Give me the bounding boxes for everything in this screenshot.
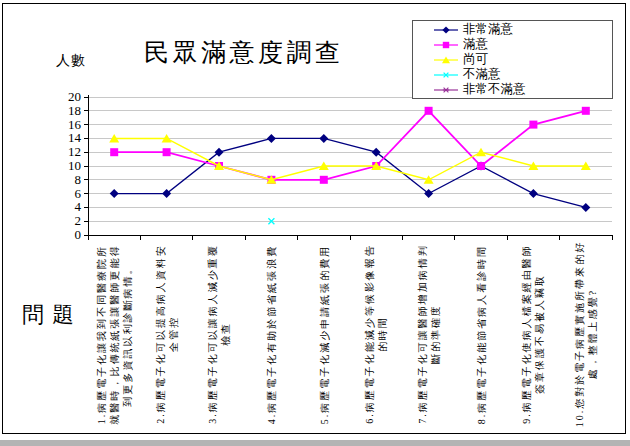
legend-marker-triangle: [434, 54, 458, 66]
legend-item-3: 不滿意: [434, 67, 612, 82]
legend: 非常滿意滿意尚可不滿意非常不滿意: [412, 20, 613, 99]
y-tick-label: 14: [68, 130, 82, 145]
category-label-1: 1.病歷電子化讓我到不同醫療院所就醫時，比傳統紙張讓醫師更能得到更多資訊以利診斷…: [95, 238, 134, 430]
series-2: [109, 134, 591, 184]
y-tick-label: 12: [68, 144, 81, 159]
category-label-6: 6.病歷電子化能減少等候影像報告的時間: [363, 238, 389, 430]
y-tick-label: 0: [75, 227, 82, 242]
y-tick-label: 4: [75, 199, 82, 214]
category-label-2: 2.病歷電子化可以提高病人資料安全管控: [154, 238, 180, 430]
category-label-5: 5.病歷電子化減少申請紙張的費用: [317, 238, 330, 430]
legend-marker-asterisk: [434, 84, 458, 96]
category-label-3: 3.病歷電子化可以讓病人減少重覆檢查: [206, 238, 232, 430]
legend-item-1: 滿意: [434, 37, 612, 52]
y-tick-label: 16: [68, 117, 82, 132]
legend-item-0: 非常滿意: [434, 22, 612, 37]
legend-marker-diamond: [434, 24, 458, 36]
legend-marker-square: [434, 39, 458, 51]
category-label-8: 8.病歷電子化能節省病人看診時間: [475, 238, 488, 430]
y-tick-label: 10: [68, 158, 81, 173]
chart-slide: 民眾滿意度調查 人數 問題 02468101214161820 1.病歷電子化讓…: [0, 0, 630, 446]
legend-item-2: 尚可: [434, 52, 612, 67]
category-label-4: 4.病歷電子化有助於節省紙張浪費: [265, 238, 278, 430]
y-tick-label: 20: [68, 89, 81, 104]
y-tick-label: 2: [75, 213, 82, 228]
legend-label: 非常不滿意: [463, 81, 526, 98]
window-bottom-edge: [0, 440, 630, 446]
y-tick-label: 8: [75, 172, 82, 187]
category-label-9: 9.病歷電子化使病人檔案經由醫師簽章保護不易被人竊取: [520, 238, 546, 430]
legend-item-4: 非常不滿意: [434, 82, 612, 97]
category-label-10: 10.您對於電子病歷實施所帶來的好處，整體上感覺?: [573, 238, 599, 430]
legend-marker-x: [434, 69, 458, 81]
y-tick-label: 6: [75, 186, 82, 201]
y-tick-label: 18: [68, 103, 81, 118]
category-label-7: 7.病歷電子化可讓醫師增加病情判斷的準確度: [416, 238, 442, 430]
